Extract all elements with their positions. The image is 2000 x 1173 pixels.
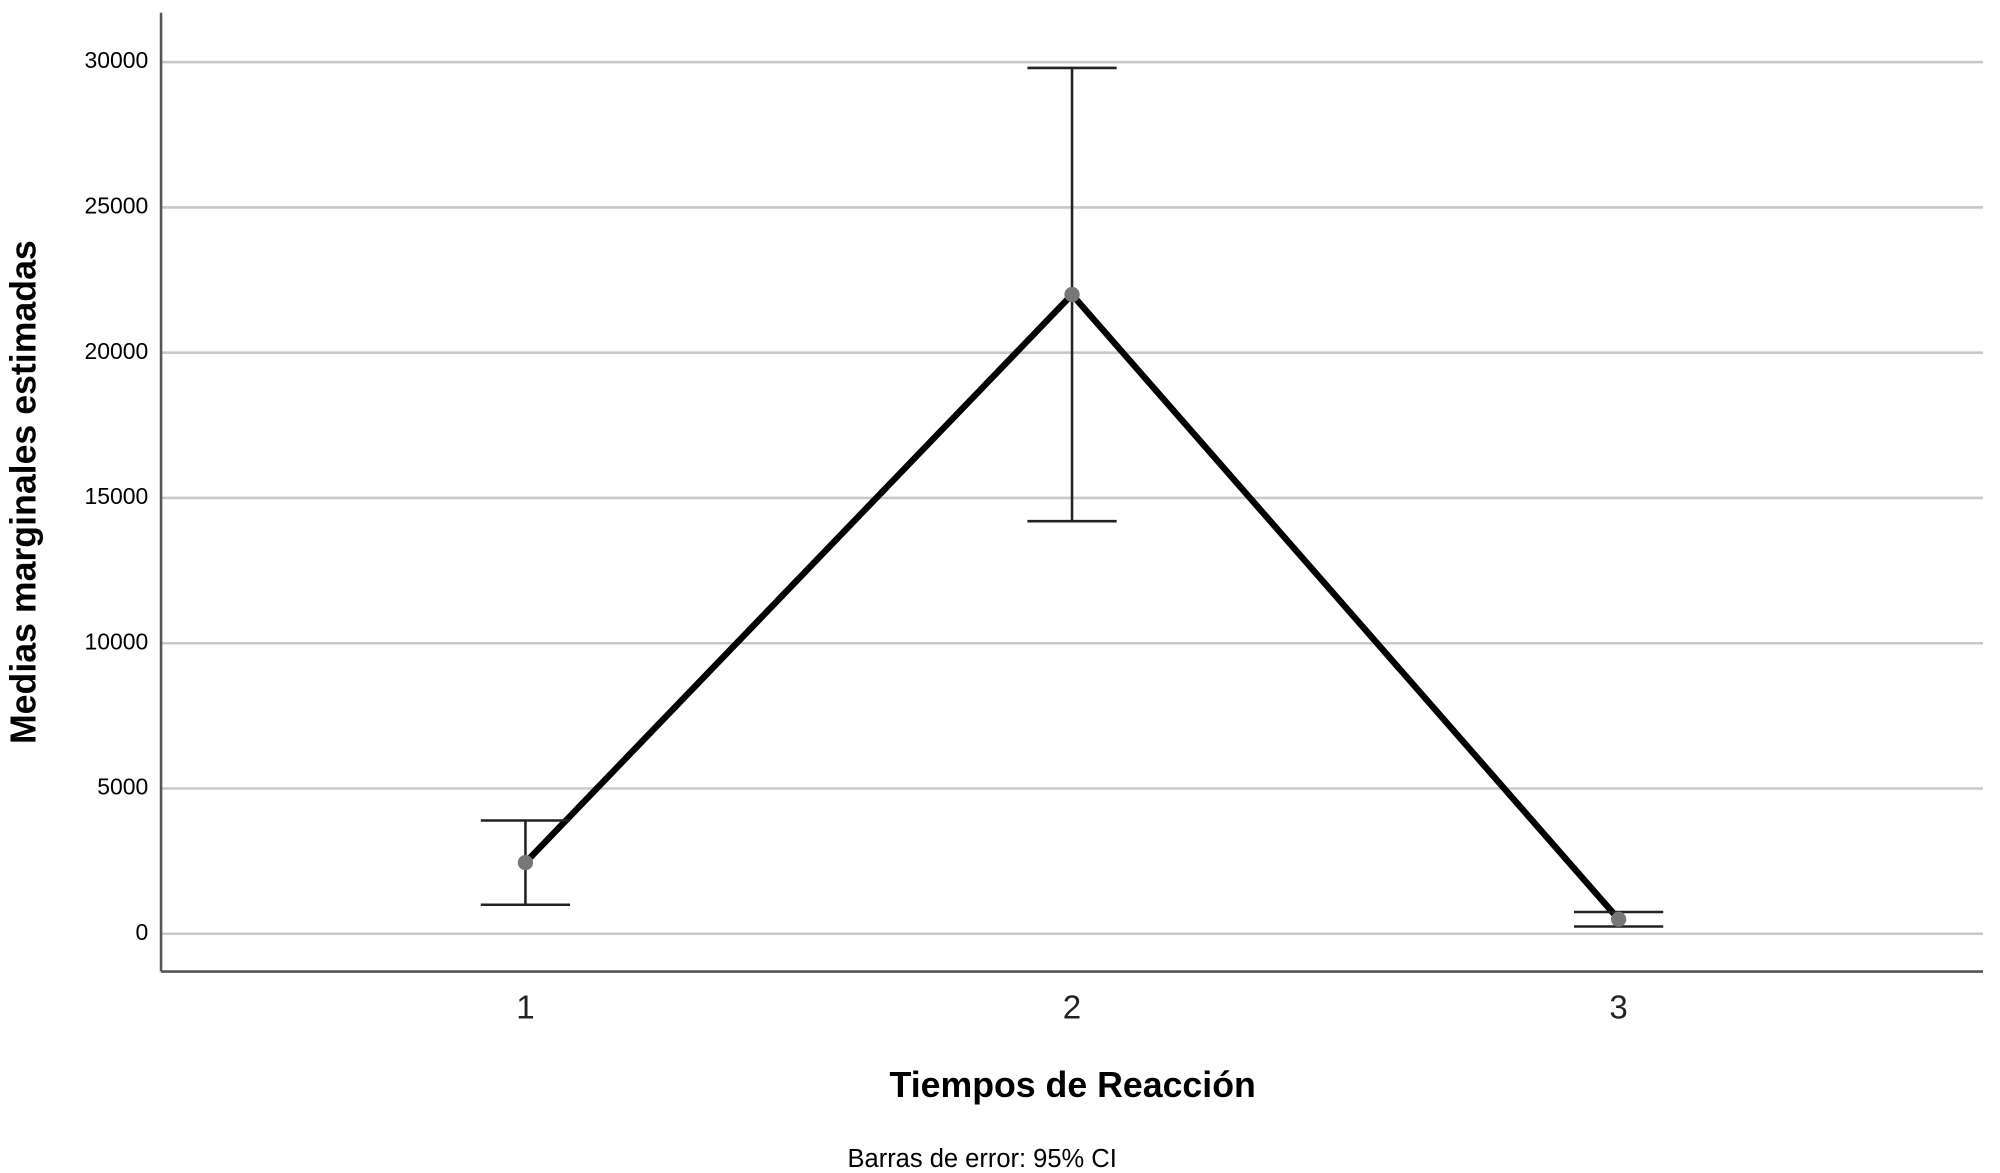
footnote: Barras de error: 95% CI <box>848 1145 1117 1173</box>
x-tick-label: 1 <box>516 990 534 1027</box>
y-axis-title: Medias marginales estimadas <box>3 240 43 744</box>
y-tick-label: 0 <box>136 919 149 945</box>
point <box>1064 286 1080 303</box>
y-tick-label: 15000 <box>85 483 149 509</box>
y-tick-label: 5000 <box>97 774 148 800</box>
x-tick-label: 3 <box>1609 990 1627 1027</box>
point <box>1610 911 1627 927</box>
x-tick-label: 2 <box>1063 990 1081 1027</box>
y-tick-label: 10000 <box>85 628 149 654</box>
x-axis-title: Tiempos de Reacción <box>890 1065 1256 1105</box>
y-tick-label: 20000 <box>85 338 149 364</box>
point <box>517 854 534 871</box>
y-tick-label: 25000 <box>85 192 149 218</box>
y-tick-label: 30000 <box>85 47 149 73</box>
